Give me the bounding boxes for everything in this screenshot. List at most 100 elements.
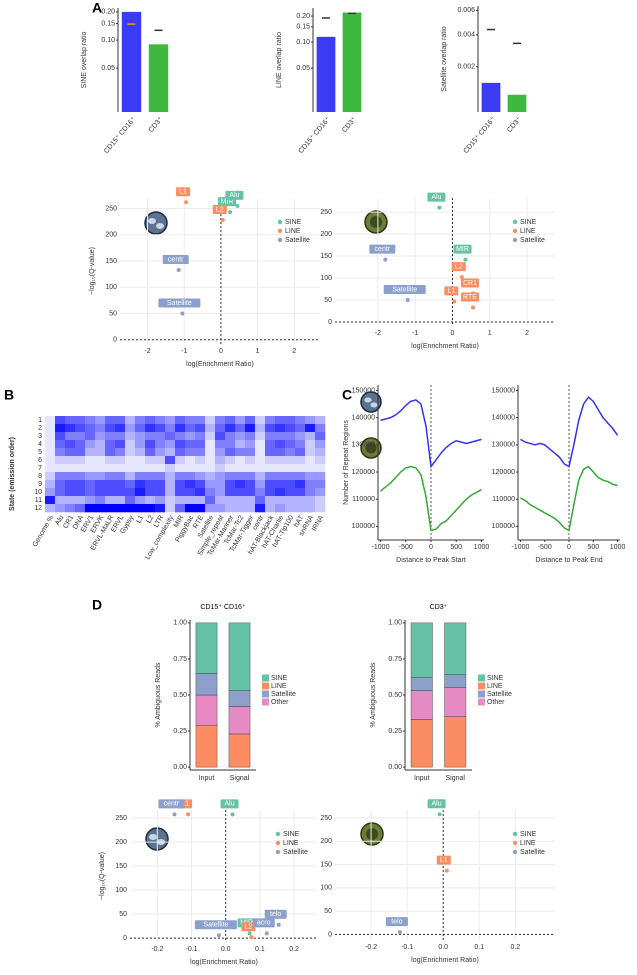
heatmap-cell: [195, 472, 206, 481]
legend-label: LINE: [285, 228, 301, 235]
heatmap-cell: [185, 432, 196, 441]
point-label-box: [385, 917, 408, 927]
legend-marker: [275, 849, 281, 855]
point-label: L1: [179, 189, 187, 196]
point: [383, 257, 388, 262]
heatmap-cell: [195, 464, 206, 473]
heatmap-cell: [285, 456, 296, 465]
y-tick-label: 0: [328, 931, 332, 938]
legend-label: SINE: [271, 675, 288, 682]
point-label-box: [460, 292, 479, 302]
x-tick-label: 1: [488, 330, 492, 337]
point-label-box: [162, 254, 189, 264]
heatmap-cell: [265, 432, 276, 441]
heatmap-cell: [285, 464, 296, 473]
heatmap-cell: [305, 456, 316, 465]
y-tick-label: 1.00: [388, 620, 402, 627]
heatmap-cell: [55, 504, 66, 513]
heatmap-cell: [235, 448, 246, 457]
heatmap-cell: [195, 440, 206, 449]
y-tick-label: 1.00: [173, 620, 187, 627]
heatmap-cell: [75, 456, 86, 465]
heatmap-cell: [55, 424, 66, 433]
heatmap-cell: [285, 448, 296, 457]
panel-label: A: [92, 0, 102, 16]
heatmap-cell: [205, 416, 216, 425]
y-tick-label: 0.10: [101, 37, 115, 44]
legend-swatch: [262, 674, 269, 682]
y-tick-label: 250: [105, 205, 117, 212]
heatmap-cell: [55, 488, 66, 497]
heatmap-cell: [85, 472, 96, 481]
heatmap-cell: [245, 480, 256, 489]
bar-segment: [228, 733, 251, 768]
heatmap-cell: [55, 464, 66, 473]
heatmap-cell: [175, 504, 186, 513]
row-label: 11: [35, 497, 42, 504]
heatmap-cell: [155, 424, 166, 433]
heatmap-cell: [185, 440, 196, 449]
heatmap-cell: [205, 448, 216, 457]
heatmap-cell: [105, 488, 116, 497]
heatmap-cell: [105, 424, 116, 433]
heatmap-cell: [185, 488, 196, 497]
point-label-box: [383, 285, 426, 295]
y-tick-label: 50: [324, 908, 332, 915]
bar-segment: [444, 687, 467, 717]
y-tick-label: 0: [123, 935, 127, 942]
x-tick-label: 0: [429, 544, 433, 551]
heatmap-cell: [105, 440, 116, 449]
legend-marker: [275, 840, 281, 846]
heatmap-cell: [265, 488, 276, 497]
point: [235, 203, 240, 208]
y-axis-label: % Ambiguous Reads: [370, 662, 377, 727]
legend-label: Satellite: [520, 849, 545, 856]
y-tick-label: 0.00: [173, 764, 187, 771]
heatmap-cell: [265, 496, 276, 505]
heatmap-cell: [65, 424, 76, 433]
heatmap-cell: [315, 432, 326, 441]
heatmap-cell: [95, 488, 106, 497]
y-tick-label: 0: [328, 319, 332, 326]
heatmap-cell: [305, 432, 316, 441]
heatmap-cell: [225, 440, 236, 449]
x-tick-label: 0: [219, 348, 223, 355]
heatmap-cell: [315, 464, 326, 473]
x-tick-label: -1: [181, 348, 187, 355]
x-tick-label: 0.1: [255, 946, 265, 953]
heatmap-cell: [175, 488, 186, 497]
lymphocyte-icon: [360, 437, 382, 459]
heatmap-cell: [215, 456, 226, 465]
point-label-box: [460, 278, 479, 288]
heatmap-cell: [255, 480, 266, 489]
bar-segment: [444, 674, 467, 688]
heatmap-cell: [235, 496, 246, 505]
heatmap-cell: [265, 440, 276, 449]
heatmap-cell: [135, 496, 146, 505]
legend-swatch: [478, 682, 485, 690]
heatmap-cell: [305, 480, 316, 489]
heatmap-cell: [245, 472, 256, 481]
heatmap-cell: [305, 496, 316, 505]
panel-label: C: [342, 387, 352, 403]
heatmap-cell: [225, 496, 236, 505]
heatmap-cell: [235, 488, 246, 497]
heatmap-cell: [255, 440, 266, 449]
heatmap-cell: [315, 480, 326, 489]
heatmap-cell: [295, 480, 306, 489]
heatmap-cell: [305, 472, 316, 481]
y-tick-label: 100: [320, 885, 332, 892]
heatmap-cell: [235, 440, 246, 449]
y-tick-label: 150: [105, 258, 117, 265]
x-tick-label: 500: [450, 544, 462, 551]
heatmap-cell: [165, 432, 176, 441]
heatmap-cell: [55, 480, 66, 489]
x-tick-label: 0.0: [438, 944, 448, 951]
legend-marker: [512, 237, 518, 243]
heatmap-cell: [155, 416, 166, 425]
heatmap-cell: [245, 488, 256, 497]
heatmap-cell: [115, 504, 126, 513]
x-axis-label: Distance to Peak End: [535, 557, 602, 564]
y-tick-label: 200: [320, 838, 332, 845]
heatmap-cell: [95, 504, 106, 513]
